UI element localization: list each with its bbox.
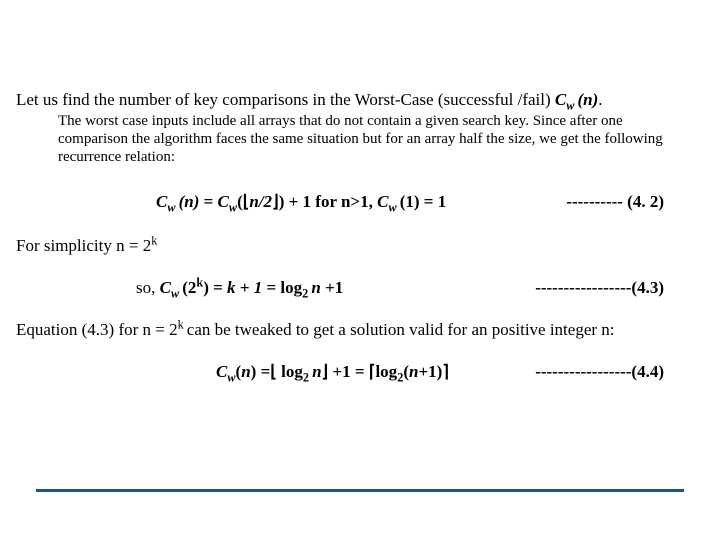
eq43-n: n bbox=[311, 278, 325, 297]
equation-4-3: so, Cw (2k) = k + 1 = log2 n +1 --------… bbox=[16, 278, 704, 298]
eq44-log2: log bbox=[375, 362, 397, 381]
eq42-eq: = bbox=[199, 192, 217, 211]
equation-4-2: Cw (n) = Cw(⌊n/2⌋) + 1 for n>1, Cw (1) =… bbox=[16, 192, 704, 212]
simplicity-line: For simplicity n = 2k bbox=[16, 236, 704, 256]
eq44-eq: = bbox=[256, 362, 270, 381]
eq44-n: n bbox=[241, 362, 250, 381]
eq43-w: w bbox=[171, 287, 182, 301]
eq44-c: C bbox=[216, 362, 227, 381]
eq43-so: so, bbox=[136, 278, 160, 297]
eq42-w3: w bbox=[388, 201, 399, 215]
eq43-sub2: 2 bbox=[302, 287, 311, 301]
cw-n: (n) bbox=[577, 90, 598, 109]
eq43-plus1: +1 bbox=[325, 278, 343, 297]
eq44-tag: -----------------(4.4) bbox=[535, 362, 664, 382]
tweak-b: can be tweaked to get a solution valid f… bbox=[187, 320, 615, 339]
intro-dot: . bbox=[598, 90, 602, 109]
simpl-exp: k bbox=[151, 234, 157, 248]
intro-text: Let us find the number of key comparison… bbox=[16, 90, 555, 109]
eq42-halfn: n/2 bbox=[249, 192, 272, 211]
eq42-rfloor: ⌋ bbox=[272, 192, 279, 211]
eq42-one: (1) = 1 bbox=[400, 192, 447, 211]
cw-sub: w bbox=[566, 98, 577, 112]
slide-content: Let us find the number of key comparison… bbox=[0, 0, 720, 382]
eq42-tag: ---------- (4. 2) bbox=[566, 192, 664, 212]
simpl-text: For simplicity n = 2 bbox=[16, 236, 151, 255]
eq44-body: Cw(n) =⌊ log2 n⌋ +1 = ⌈log2(n+1)⌉ bbox=[216, 362, 449, 382]
eq44-n2: n bbox=[312, 362, 321, 381]
bottom-rule bbox=[36, 489, 684, 492]
eq42-plus: + 1 for n>1, bbox=[284, 192, 377, 211]
eq44-plus1b: +1) bbox=[418, 362, 442, 381]
eq43-rparen: ) = bbox=[203, 278, 227, 297]
eq43-kplus: k + 1 bbox=[227, 278, 262, 297]
eq42-body: Cw (n) = Cw(⌊n/2⌋) + 1 for n>1, Cw (1) =… bbox=[156, 192, 446, 212]
eq42-n1: (n) bbox=[179, 192, 200, 211]
equation-4-4: Cw(n) =⌊ log2 n⌋ +1 = ⌈log2(n+1)⌉ ------… bbox=[16, 362, 704, 382]
eq42-c2: C bbox=[218, 192, 229, 211]
eq43-eq2: = log bbox=[262, 278, 302, 297]
cw-symbol: C bbox=[555, 90, 566, 109]
eq44-w: w bbox=[227, 371, 235, 385]
eq44-rceil: ⌉ bbox=[442, 362, 449, 381]
eq43-c: C bbox=[160, 278, 171, 297]
eq44-lfloor: ⌊ bbox=[270, 362, 281, 381]
eq42-w2: w bbox=[229, 201, 237, 215]
tweak-line: Equation (4.3) for n = 2k can be tweaked… bbox=[16, 320, 704, 340]
eq44-plus: +1 = bbox=[328, 362, 369, 381]
eq43-body: so, Cw (2k) = k + 1 = log2 n +1 bbox=[136, 278, 343, 298]
eq43-lparen: (2 bbox=[182, 278, 196, 297]
tweak-a: Equation (4.3) for n = 2 bbox=[16, 320, 178, 339]
eq43-tag: -----------------(4.3) bbox=[535, 278, 664, 298]
eq42-w1: w bbox=[167, 201, 178, 215]
intro-line: Let us find the number of key comparison… bbox=[16, 90, 704, 110]
tweak-exp: k bbox=[178, 318, 187, 332]
eq42-c1: C bbox=[156, 192, 167, 211]
eq42-c3: C bbox=[377, 192, 388, 211]
eq44-sub2a: 2 bbox=[303, 371, 312, 385]
eq44-log: log bbox=[281, 362, 303, 381]
explanation-text: The worst case inputs include all arrays… bbox=[58, 112, 704, 166]
